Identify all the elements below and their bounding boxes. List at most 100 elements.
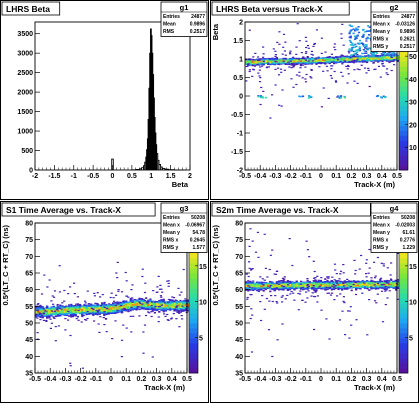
heatmap-cell	[353, 53, 356, 55]
heatmap-cell	[293, 62, 296, 64]
heatmap-cell	[280, 105, 283, 107]
heatmap-cell	[308, 95, 311, 97]
heatmap-cell	[256, 62, 259, 64]
heatmap-cell	[275, 57, 278, 59]
heatmap-cell	[348, 36, 351, 39]
heatmap-cell	[302, 64, 305, 66]
heatmap-cell	[320, 52, 323, 54]
heatmap-cell	[394, 57, 397, 59]
heatmap-cell	[57, 312, 60, 315]
heatmap-cell	[249, 60, 252, 63]
heatmap-cell	[293, 64, 296, 66]
heatmap-cell	[269, 58, 272, 60]
heatmap-cell	[274, 84, 277, 86]
heatmap-cell	[57, 309, 60, 312]
heatmap-cell	[353, 46, 356, 48]
heatmap-cell	[305, 51, 308, 53]
heatmap-cell	[76, 306, 79, 308]
heatmap-cell	[74, 311, 77, 313]
heatmap-cell	[253, 60, 256, 62]
heatmap-cell	[249, 62, 252, 65]
heatmap-cell	[341, 57, 344, 59]
heatmap-cell	[366, 61, 369, 64]
heatmap-cell	[388, 53, 391, 55]
heatmap-cell	[290, 67, 293, 69]
heatmap-cell	[65, 310, 68, 312]
x-tick-label: -1.5	[48, 173, 60, 180]
heatmap-cell	[334, 80, 337, 82]
heatmap-cell	[291, 58, 294, 60]
panel-1: -2 -1.5 -1 -0.5 0 0.5 1 1.5 20500100015002000250…	[0, 0, 209, 200]
x-tick-label: -0.5	[87, 173, 99, 180]
plot-area	[35, 22, 190, 170]
heatmap-cell	[376, 95, 379, 97]
heatmap-cell	[350, 61, 353, 63]
heatmap-cell	[351, 60, 354, 62]
heatmap-cell	[379, 59, 382, 62]
heatmap-cell	[254, 52, 257, 54]
palette-step	[399, 120, 408, 126]
heatmap-cell	[348, 24, 351, 26]
heatmap-cell	[353, 69, 356, 71]
x-tick-label: -2	[32, 173, 38, 180]
heatmap-cell	[381, 56, 384, 59]
heatmap-cell	[262, 60, 265, 62]
heatmap-cell	[282, 33, 286, 35]
heatmap-cell	[74, 314, 77, 316]
heatmap-cell	[354, 38, 357, 41]
heatmap-cell	[85, 307, 88, 309]
heatmap-cell	[262, 59, 265, 61]
heatmap-cell	[112, 312, 115, 314]
heatmap-cell	[92, 312, 95, 315]
heatmap-cell	[313, 42, 316, 45]
heatmap-cell	[278, 61, 281, 64]
stats-name: g2	[390, 3, 399, 12]
heatmap-cell	[372, 56, 375, 58]
heatmap-cell	[385, 53, 388, 56]
heatmap-cell	[392, 51, 395, 54]
heatmap-cell	[352, 51, 355, 53]
heatmap-cell	[63, 313, 66, 316]
heatmap-cell	[273, 59, 276, 62]
heatmap-cell	[351, 43, 354, 46]
heatmap-cell	[352, 56, 355, 58]
heatmap-cell	[375, 52, 379, 54]
heatmap-cell	[364, 50, 368, 53]
heatmap-cell	[92, 304, 95, 307]
heatmap-cell	[374, 54, 377, 57]
heatmap-cell	[309, 76, 312, 78]
heatmap-cell	[275, 62, 278, 65]
heatmap-cell	[367, 34, 371, 36]
heatmap-cell	[304, 59, 307, 61]
heatmap-cell	[68, 306, 71, 309]
heatmap-cell	[105, 306, 108, 308]
heatmap-cell	[52, 306, 55, 308]
heatmap-cell	[388, 57, 391, 60]
heatmap-cell	[307, 47, 310, 49]
heatmap-cell	[296, 23, 299, 25]
heatmap-cell	[390, 60, 393, 63]
heatmap-cell	[357, 31, 361, 34]
heatmap-cell	[308, 62, 311, 64]
heatmap-cell	[284, 54, 287, 56]
heatmap-cell	[85, 304, 88, 307]
heatmap-cell	[357, 49, 360, 51]
heatmap-cell	[346, 82, 349, 84]
heatmap-cell	[313, 59, 316, 62]
heatmap-cell	[365, 72, 368, 74]
heatmap-cell	[390, 54, 393, 56]
stats-value: -0.03126	[395, 22, 415, 28]
heatmap-cell	[261, 97, 264, 99]
heatmap-cell	[366, 59, 369, 61]
heatmap-cell	[85, 305, 88, 308]
heatmap-cell	[341, 63, 344, 65]
heatmap-cell	[253, 61, 256, 63]
heatmap-cell	[320, 106, 323, 108]
heatmap-cell	[279, 68, 283, 70]
heatmap-cell	[251, 62, 254, 65]
x-tick-label: -0.5	[239, 173, 251, 180]
heatmap-cell	[59, 311, 62, 314]
stats-value: 0.2517	[190, 29, 206, 35]
heatmap-cell	[333, 61, 336, 63]
palette-step	[399, 61, 408, 67]
